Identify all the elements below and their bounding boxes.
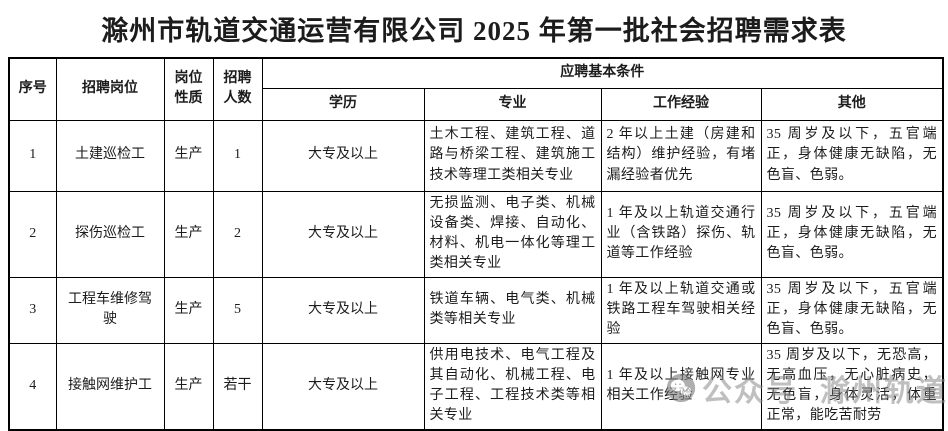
cell-count: 5 [212,276,263,344]
cell-experience: 1 年及以上轨道交通行业（含铁路）探伤、轨道等工作经验 [600,190,762,278]
page-title: 滁州市轨道交通运营有限公司 2025 年第一批社会招聘需求表 [101,16,847,46]
cell-nature: 生产 [163,342,214,431]
cell-position: 探伤巡检工 [55,190,165,278]
cell-education: 大专及以上 [261,276,425,344]
cell-seq: 3 [8,276,57,344]
cell-education: 大专及以上 [261,342,425,431]
table-row: 3 工程车维修驾驶 生产 5 大专及以上 铁道车辆、电气类、机械类等相关专业 1… [8,276,944,344]
cell-major: 供用电技术、电气工程及其自动化、机械工程、电子工程、工程技术类等相关专业 [423,342,602,431]
header-cell-experience: 工作经验 [600,87,762,121]
recruitment-table: 序号 招聘岗位 岗位性质 招聘人数 应聘基本条件 学历 专业 工作经验 其他 1… [8,57,944,431]
cell-position: 土建巡检工 [55,119,165,192]
cell-nature: 生产 [163,190,214,278]
header-cell-conditions-group: 应聘基本条件 [261,57,944,89]
header-cell-position: 招聘岗位 [55,57,165,121]
cell-experience: 1 年及以上接触网专业相关工作经验 [600,342,762,431]
cell-other: 35 周岁及以下，无恐高，无高血压，无心脏病史，无色盲，身体灵活，体重正常，能吃… [760,342,944,431]
header-cell-major: 专业 [423,87,602,121]
header-row-sub: 学历 专业 工作经验 其他 [9,87,944,121]
table-row: 2 探伤巡检工 生产 2 大专及以上 无损监测、电子类、机械设备类、焊接、自动化… [8,190,944,278]
cell-education: 大专及以上 [261,119,425,192]
cell-seq: 1 [8,119,57,192]
cell-other: 35 周岁及以下，五官端正，身体健康无缺陷，无色盲、色弱。 [760,119,944,192]
cell-other: 35 周岁及以下，五官端正，身体健康无缺陷，无色盲、色弱。 [760,276,944,344]
header-cell-other: 其他 [760,87,944,121]
cell-seq: 2 [8,190,57,278]
cell-nature: 生产 [163,276,214,344]
cell-experience: 2 年以上土建（房建和结构）维护经验，有堵漏经验者优先 [600,119,762,192]
cell-experience: 1 年及以上轨道交通或铁路工程车驾驶相关经验 [600,276,762,344]
cell-nature: 生产 [163,119,214,192]
cell-major: 土木工程、建筑工程、道路与桥梁工程、建筑施工技术等理工类相关专业 [423,119,602,192]
header-cell-seq: 序号 [8,57,57,121]
header-row-group: 序号 招聘岗位 岗位性质 招聘人数 应聘基本条件 [8,57,944,121]
cell-major: 无损监测、电子类、机械设备类、焊接、自动化、材料、机电一体化等理工类相关专业 [423,190,602,278]
cell-major: 铁道车辆、电气类、机械类等相关专业 [423,276,602,344]
cell-count: 1 [212,119,263,192]
table-row: 4 接触网维护工 生产 若干 大专及以上 供用电技术、电气工程及其自动化、机械工… [8,342,944,431]
cell-education: 大专及以上 [261,190,425,278]
cell-position: 工程车维修驾驶 [55,276,165,344]
header-cell-nature: 岗位性质 [163,57,214,121]
cell-position: 接触网维护工 [55,342,165,431]
cell-count: 2 [212,190,263,278]
cell-seq: 4 [8,342,57,431]
cell-other: 35 周岁及以下，五官端正，身体健康无缺陷，无色盲、色弱。 [760,190,944,278]
table-row: 1 土建巡检工 生产 1 大专及以上 土木工程、建筑工程、道路与桥梁工程、建筑施… [8,119,944,192]
cell-count: 若干 [212,342,263,431]
header-cell-count: 招聘人数 [212,57,263,121]
header-cell-education: 学历 [261,87,425,121]
